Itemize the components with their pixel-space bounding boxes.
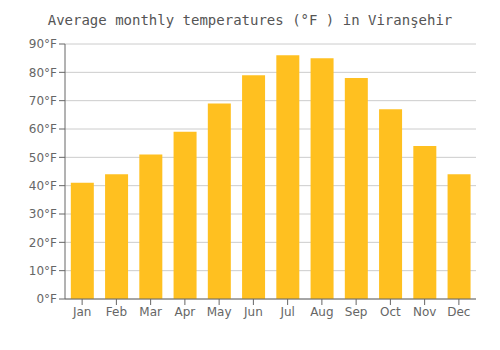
html-text:Average monthly temperatures (: Average monthly temperatures (°F ) in Vi… [47, 12, 453, 28]
svg-text:0°F: 0°F [36, 292, 57, 306]
svg-text:Mar: Mar [139, 305, 162, 319]
svg-text:30°F: 30°F [29, 207, 57, 221]
svg-text:Nov: Nov [413, 305, 436, 319]
svg-text:Jul: Jul [279, 305, 294, 319]
svg-text:Aug: Aug [310, 305, 333, 319]
svg-text:20°F: 20°F [29, 236, 57, 250]
svg-text:90°F: 90°F [29, 37, 57, 51]
svg-text:10°F: 10°F [29, 264, 57, 278]
svg-text:50°F: 50°F [29, 151, 57, 165]
svg-text:80°F: 80°F [29, 66, 57, 80]
svg-text:40°F: 40°F [29, 179, 57, 193]
svg-text:Dec: Dec [447, 305, 470, 319]
svg-text:Apr: Apr [174, 305, 195, 319]
svg-text:May: May [207, 305, 232, 319]
svg-text:Feb: Feb [106, 305, 127, 319]
svg-text:60°F: 60°F [29, 122, 57, 136]
svg-text:Jan: Jan [72, 305, 92, 319]
svg-text:Jun: Jun [243, 305, 263, 319]
svg-text:Sep: Sep [345, 305, 368, 319]
svg-text:Oct: Oct [380, 305, 401, 319]
svg-text:70°F: 70°F [29, 94, 57, 108]
